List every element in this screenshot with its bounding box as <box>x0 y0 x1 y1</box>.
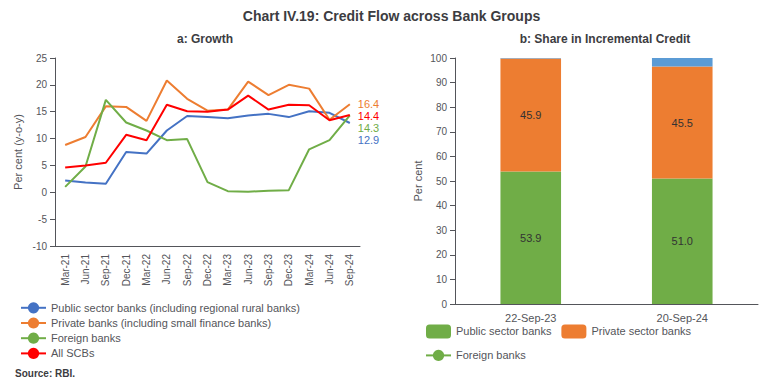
svg-text:10: 10 <box>36 133 48 144</box>
svg-text:20-Sep-24: 20-Sep-24 <box>657 312 708 324</box>
svg-text:25: 25 <box>36 53 48 64</box>
svg-text:20: 20 <box>36 79 48 90</box>
svg-text:Public sector banks (including: Public sector banks (including regional … <box>51 302 300 314</box>
svg-text:16.4: 16.4 <box>358 98 379 110</box>
svg-text:Per cent: Per cent <box>412 161 424 202</box>
svg-text:30: 30 <box>436 225 448 236</box>
svg-text:20: 20 <box>436 249 448 260</box>
svg-text:Private sector banks: Private sector banks <box>591 325 691 337</box>
svg-text:All SCBs: All SCBs <box>51 347 95 359</box>
svg-text:15: 15 <box>36 106 48 117</box>
svg-text:Foreign banks: Foreign banks <box>456 349 526 361</box>
svg-text:12.9: 12.9 <box>358 134 379 146</box>
svg-text:0: 0 <box>41 187 47 198</box>
svg-text:60: 60 <box>436 151 448 162</box>
svg-text:Chart IV.19: Credit Flow acros: Chart IV.19: Credit Flow across Bank Gro… <box>243 8 541 24</box>
svg-text:5: 5 <box>41 160 47 171</box>
svg-text:-5: -5 <box>38 214 47 225</box>
svg-text:Sep-24: Sep-24 <box>344 254 355 287</box>
svg-text:Sep-21: Sep-21 <box>100 254 111 287</box>
svg-text:90: 90 <box>436 77 448 88</box>
svg-text:Mar-22: Mar-22 <box>141 254 152 286</box>
svg-text:Jun-21: Jun-21 <box>80 254 91 285</box>
svg-text:Mar-24: Mar-24 <box>304 254 315 286</box>
svg-text:Per cent (y-o-y): Per cent (y-o-y) <box>12 114 24 190</box>
svg-text:22-Sep-23: 22-Sep-23 <box>505 312 556 324</box>
svg-text:Private banks (including small: Private banks (including small finance b… <box>51 317 271 329</box>
svg-text:53.9: 53.9 <box>520 232 541 244</box>
svg-text:70: 70 <box>436 126 448 137</box>
svg-text:51.0: 51.0 <box>672 235 693 247</box>
svg-text:45.5: 45.5 <box>672 117 693 129</box>
svg-text:Mar-21: Mar-21 <box>60 254 71 286</box>
svg-text:100: 100 <box>430 53 447 64</box>
svg-text:Source: RBI.: Source: RBI. <box>15 368 75 379</box>
svg-text:Public sector banks: Public sector banks <box>456 325 552 337</box>
svg-text:Sep-23: Sep-23 <box>263 254 274 287</box>
svg-text:Sep-22: Sep-22 <box>182 254 193 287</box>
svg-text:Dec-22: Dec-22 <box>202 254 213 287</box>
svg-text:14.3: 14.3 <box>358 122 379 134</box>
svg-text:10: 10 <box>436 274 448 285</box>
svg-text:Dec-21: Dec-21 <box>121 254 132 287</box>
svg-text:Jun-22: Jun-22 <box>161 254 172 285</box>
svg-text:40: 40 <box>436 200 448 211</box>
svg-text:a: Growth: a: Growth <box>177 32 233 46</box>
svg-text:50: 50 <box>436 176 448 187</box>
svg-text:Foreign banks: Foreign banks <box>51 332 121 344</box>
svg-text:Jun-24: Jun-24 <box>324 254 335 285</box>
svg-text:Mar-23: Mar-23 <box>222 254 233 286</box>
svg-text:Dec-23: Dec-23 <box>283 254 294 287</box>
svg-text:-10: -10 <box>33 241 48 252</box>
svg-text:Jun-23: Jun-23 <box>243 254 254 285</box>
svg-text:80: 80 <box>436 102 448 113</box>
svg-text:b: Share in Incremental Credit: b: Share in Incremental Credit <box>520 32 691 46</box>
svg-text:0: 0 <box>441 299 447 310</box>
svg-text:45.9: 45.9 <box>520 109 541 121</box>
svg-text:14.4: 14.4 <box>358 110 379 122</box>
